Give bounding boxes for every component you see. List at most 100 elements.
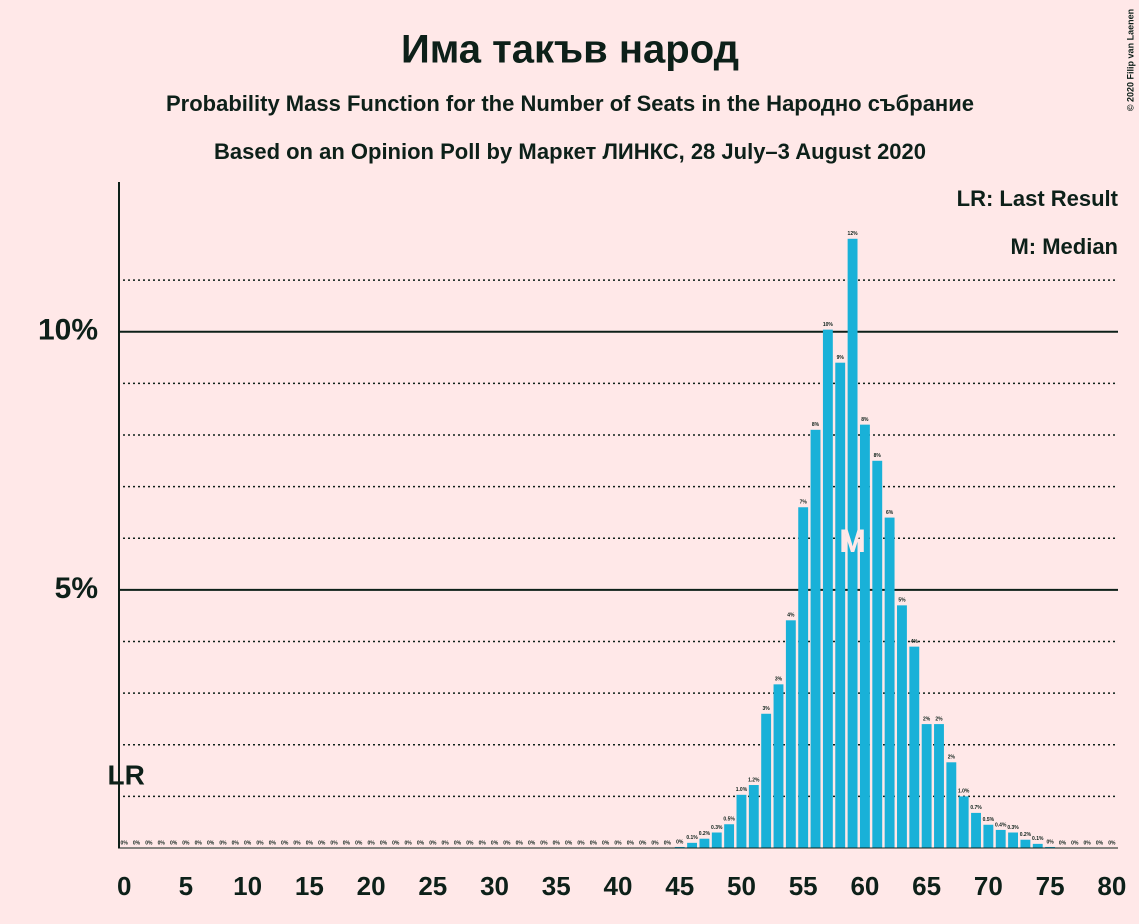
value-label: 0% bbox=[528, 840, 536, 846]
median-marker: M bbox=[839, 523, 866, 559]
x-tick-label: 30 bbox=[480, 871, 509, 901]
bar bbox=[884, 517, 895, 848]
value-label: 0% bbox=[1096, 840, 1104, 846]
value-label: 4% bbox=[911, 639, 919, 645]
bar bbox=[958, 796, 969, 848]
bar bbox=[785, 620, 796, 848]
y-tick-label: 5% bbox=[55, 572, 98, 605]
value-label: 0% bbox=[256, 840, 264, 846]
value-label: 0.3% bbox=[1007, 825, 1019, 831]
x-tick-label: 50 bbox=[727, 871, 756, 901]
value-label: 0% bbox=[1046, 839, 1054, 845]
value-label: 0% bbox=[503, 840, 511, 846]
value-label: 0% bbox=[392, 840, 400, 846]
value-label: 0% bbox=[133, 840, 141, 846]
value-label: 0.4% bbox=[995, 822, 1007, 828]
x-tick-label: 0 bbox=[117, 871, 131, 901]
value-label: 3% bbox=[763, 706, 771, 712]
value-label: 0% bbox=[380, 840, 388, 846]
bar bbox=[1008, 832, 1018, 848]
y-tick-label: 10% bbox=[38, 314, 98, 347]
value-label: 12% bbox=[848, 231, 859, 237]
bar bbox=[736, 794, 747, 848]
value-label: 2% bbox=[935, 716, 943, 722]
value-label: 0% bbox=[367, 840, 375, 846]
value-label: 0% bbox=[121, 840, 129, 846]
value-label: 0% bbox=[553, 840, 561, 846]
bar bbox=[1032, 843, 1043, 848]
subtitle: Probability Mass Function for the Number… bbox=[166, 91, 974, 116]
bar bbox=[1020, 839, 1031, 848]
value-label: 0% bbox=[577, 840, 585, 846]
value-label: 7% bbox=[800, 500, 808, 506]
value-label: 0% bbox=[1108, 840, 1116, 846]
value-label: 0% bbox=[158, 840, 166, 846]
value-label: 0% bbox=[281, 840, 289, 846]
value-label: 0% bbox=[614, 840, 622, 846]
value-label: 0% bbox=[145, 840, 153, 846]
value-label: 1.2% bbox=[748, 777, 760, 783]
bar bbox=[773, 684, 784, 848]
value-label: 0.3% bbox=[711, 825, 723, 831]
value-label: 0% bbox=[405, 840, 413, 846]
value-label: 0% bbox=[343, 840, 351, 846]
bar bbox=[822, 329, 833, 848]
value-label: 0% bbox=[454, 840, 462, 846]
value-label: 0.7% bbox=[970, 805, 982, 811]
value-label: 0.1% bbox=[686, 835, 698, 841]
bar bbox=[946, 762, 957, 848]
value-label: 4% bbox=[787, 613, 795, 619]
value-label: 0% bbox=[429, 840, 437, 846]
bar bbox=[921, 724, 932, 848]
value-label: 0% bbox=[565, 840, 573, 846]
value-label: 1.0% bbox=[736, 787, 748, 793]
x-tick-label: 55 bbox=[789, 871, 818, 901]
bar bbox=[687, 842, 698, 848]
value-label: 0% bbox=[232, 840, 240, 846]
x-tick-label: 70 bbox=[974, 871, 1003, 901]
value-label: 0.1% bbox=[1032, 836, 1044, 842]
value-label: 0% bbox=[1071, 840, 1079, 846]
value-label: 0% bbox=[269, 840, 277, 846]
value-label: 0.5% bbox=[983, 817, 995, 823]
value-label: 2% bbox=[923, 716, 931, 722]
value-label: 0% bbox=[676, 839, 684, 845]
copyright: © 2020 Filip van Laenen bbox=[1125, 9, 1135, 111]
bar bbox=[724, 824, 735, 848]
x-tick-label: 25 bbox=[418, 871, 447, 901]
bar bbox=[872, 460, 883, 848]
x-tick-label: 40 bbox=[604, 871, 633, 901]
value-label: 10% bbox=[823, 322, 834, 328]
x-tick-label: 10 bbox=[233, 871, 262, 901]
chart-title: Има такъв народ bbox=[401, 28, 739, 72]
bar bbox=[859, 424, 870, 848]
value-label: 0% bbox=[442, 840, 450, 846]
value-label: 0.2% bbox=[1020, 832, 1032, 838]
bar bbox=[847, 238, 858, 848]
value-label: 9% bbox=[837, 355, 845, 361]
x-tick-label: 75 bbox=[1036, 871, 1065, 901]
value-label: 0% bbox=[466, 840, 474, 846]
value-label: 3% bbox=[775, 677, 783, 683]
value-label: 0% bbox=[293, 840, 301, 846]
x-tick-label: 45 bbox=[665, 871, 694, 901]
value-label: 8% bbox=[874, 453, 882, 459]
value-label: 0% bbox=[651, 840, 659, 846]
value-label: 0% bbox=[244, 840, 252, 846]
value-label: 0% bbox=[170, 840, 178, 846]
bar bbox=[674, 846, 685, 848]
bar bbox=[995, 829, 1006, 848]
value-label: 0% bbox=[182, 840, 190, 846]
bar bbox=[711, 832, 722, 848]
value-label: 0% bbox=[330, 840, 338, 846]
value-label: 5% bbox=[898, 598, 906, 604]
value-label: 0% bbox=[1084, 840, 1092, 846]
value-label: 8% bbox=[812, 422, 820, 428]
value-label: 2% bbox=[948, 755, 956, 761]
value-label: 0% bbox=[516, 840, 524, 846]
bar bbox=[934, 724, 944, 848]
value-label: 0% bbox=[355, 840, 363, 846]
value-label: 0% bbox=[318, 840, 326, 846]
x-tick-label: 60 bbox=[850, 871, 879, 901]
